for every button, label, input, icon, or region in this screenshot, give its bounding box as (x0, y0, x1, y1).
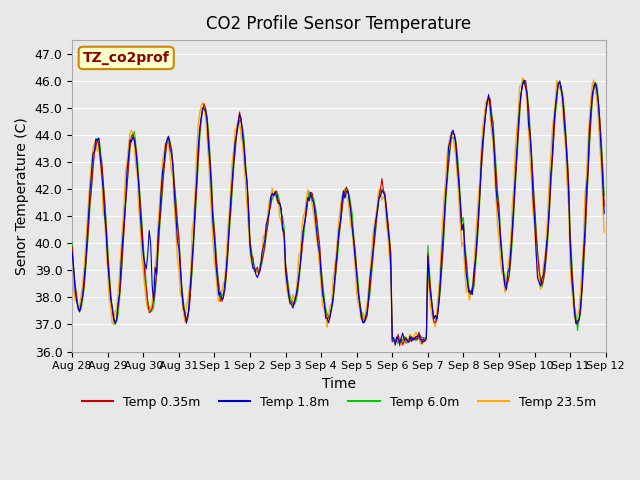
Temp 23.5m (134, 172, 141, 178)
Line: Temp 1.8m: Temp 1.8m (72, 81, 604, 345)
Temp 23.5m (244, 225, 252, 230)
Temp 6.0m (227, 212, 235, 218)
Temp 0.35m (253, 264, 261, 270)
Line: Temp 23.5m: Temp 23.5m (72, 78, 604, 344)
Text: TZ_co2prof: TZ_co2prof (83, 51, 170, 65)
Temp 1.8m (301, 219, 308, 225)
Title: CO2 Profile Sensor Temperature: CO2 Profile Sensor Temperature (206, 15, 472, 33)
Temp 6.0m (68, 240, 76, 246)
Temp 6.0m (134, 154, 141, 159)
Temp 6.0m (520, 77, 528, 83)
Temp 6.0m (573, 327, 581, 333)
Temp 1.8m (227, 197, 235, 203)
Line: Temp 6.0m: Temp 6.0m (72, 80, 604, 343)
Temp 0.35m (134, 163, 141, 169)
Legend: Temp 0.35m, Temp 1.8m, Temp 6.0m, Temp 23.5m: Temp 0.35m, Temp 1.8m, Temp 6.0m, Temp 2… (77, 391, 601, 414)
Temp 1.8m (253, 275, 261, 280)
Temp 23.5m (301, 210, 308, 216)
Temp 0.35m (301, 218, 308, 224)
Temp 1.8m (244, 210, 252, 216)
Temp 0.35m (520, 78, 528, 84)
Temp 0.35m (244, 204, 252, 210)
Temp 23.5m (68, 267, 76, 273)
Y-axis label: Senor Temperature (C): Senor Temperature (C) (15, 117, 29, 275)
Temp 1.8m (392, 342, 399, 348)
Temp 0.35m (396, 343, 404, 348)
Temp 23.5m (573, 313, 581, 319)
Temp 0.35m (600, 204, 608, 209)
Temp 23.5m (519, 75, 527, 81)
Temp 1.8m (134, 166, 141, 172)
Temp 0.35m (227, 206, 235, 212)
Temp 0.35m (573, 321, 581, 327)
Temp 1.8m (520, 78, 528, 84)
Temp 23.5m (600, 229, 608, 235)
Temp 6.0m (394, 340, 402, 346)
Temp 0.35m (68, 243, 76, 249)
Temp 23.5m (227, 184, 235, 190)
Temp 6.0m (253, 269, 261, 275)
Temp 1.8m (573, 318, 581, 324)
Temp 1.8m (68, 250, 76, 255)
Line: Temp 0.35m: Temp 0.35m (72, 81, 604, 346)
Temp 1.8m (600, 211, 608, 216)
Temp 6.0m (244, 202, 252, 208)
Temp 6.0m (301, 221, 308, 227)
Temp 23.5m (417, 341, 424, 347)
Temp 6.0m (600, 193, 608, 199)
Temp 23.5m (253, 269, 261, 275)
X-axis label: Time: Time (322, 377, 356, 391)
